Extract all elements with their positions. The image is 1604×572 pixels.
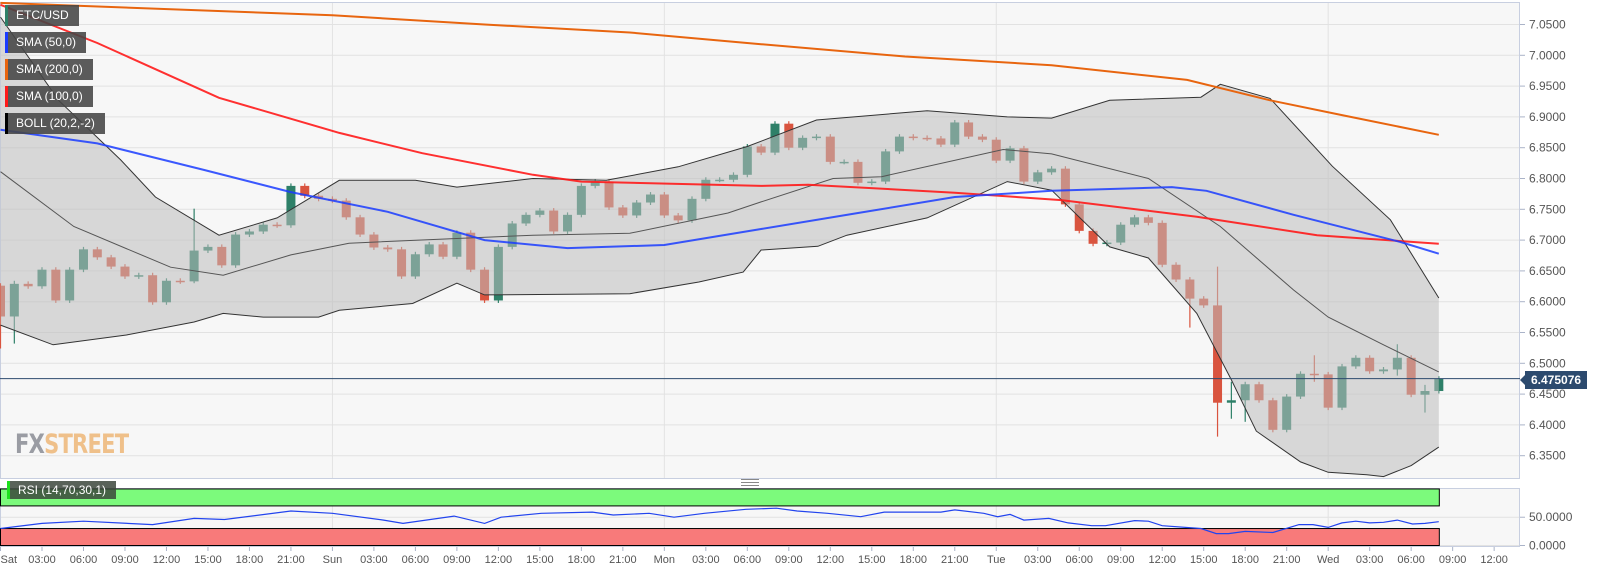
y-tick-label: 6.4000 <box>1529 418 1566 432</box>
legend-label: RSI (14,70,30,1) <box>18 483 107 497</box>
x-tick-label: 18:00 <box>1231 554 1259 566</box>
y-tick-label: 7.0000 <box>1529 48 1566 62</box>
x-tick-label: 09:00 <box>443 554 471 566</box>
rsi-tick-label: 0.0000 <box>1529 539 1566 553</box>
x-tick-label: 09:00 <box>111 554 139 566</box>
x-tick-label: 06:00 <box>734 554 762 566</box>
y-tick-label: 7.0500 <box>1529 18 1566 32</box>
panel-resize-handle[interactable] <box>741 479 759 486</box>
y-tick-label: 6.7500 <box>1529 202 1566 216</box>
sma100-line <box>0 3 1439 245</box>
legend-color-swatch <box>5 32 8 53</box>
x-tick-label: 12:00 <box>153 554 181 566</box>
x-tick-label: 15:00 <box>194 554 222 566</box>
bollinger-lower-line <box>0 181 1440 478</box>
x-tick-label: 21:00 <box>277 554 305 566</box>
legend-rsi[interactable]: RSI (14,70,30,1) <box>7 481 117 499</box>
y-tick-label: 6.5500 <box>1529 326 1566 340</box>
x-tick-label: 18:00 <box>900 554 928 566</box>
legend-color-swatch <box>5 5 8 26</box>
axes: 7.0500 7.0000 6.9500 6.9000 6.8500 6.8000 6.75… <box>0 18 1573 566</box>
candle-down <box>1088 230 1098 244</box>
y-tick-label: 6.6500 <box>1529 264 1566 278</box>
y-tick-label: 6.8500 <box>1529 141 1566 155</box>
current-price-tag: 6.475076 <box>1519 371 1588 389</box>
y-tick-label: 6.5000 <box>1529 356 1566 370</box>
legend-sma200[interactable]: SMA (200,0) <box>5 59 93 80</box>
x-tick-label: 18:00 <box>568 554 596 566</box>
logo-part-fx: FX <box>15 429 45 460</box>
x-tick-label: 09:00 <box>775 554 803 566</box>
rsi-tick-label: 50.0000 <box>1529 510 1573 524</box>
legend-etcusd[interactable]: ETC/USD <box>5 5 79 26</box>
rsi-oversold-zone <box>0 528 1440 546</box>
legend-color-swatch <box>5 86 8 107</box>
y-tick-label: 6.9500 <box>1529 79 1566 93</box>
x-tick-label: 21:00 <box>1273 554 1301 566</box>
y-tick-label: 6.3500 <box>1529 449 1566 463</box>
legend-label: SMA (200,0) <box>16 62 83 76</box>
y-tick-label: 6.4500 <box>1529 387 1566 401</box>
x-tick-label: 15:00 <box>858 554 886 566</box>
x-tick-label: 03:00 <box>1356 554 1384 566</box>
x-tick-label: 21:00 <box>609 554 637 566</box>
bollinger-upper-line <box>0 16 1440 299</box>
rsi-overbought-zone <box>0 488 1440 507</box>
x-tick-label: 06:00 <box>1397 554 1425 566</box>
sma50-line <box>0 128 1440 255</box>
x-tick-label: 06:00 <box>402 554 430 566</box>
bollinger-middle-line <box>0 148 1440 373</box>
legend-label: BOLL (20,2,-2) <box>16 116 95 130</box>
candle-up <box>286 185 296 226</box>
logo-part-street: STREET <box>44 429 129 460</box>
x-tick-label: 09:00 <box>1107 554 1135 566</box>
x-tick-label: Sat <box>1 554 18 566</box>
legend-color-swatch <box>5 59 8 80</box>
sma-lines <box>0 1 1520 380</box>
legend-sma100[interactable]: SMA (100,0) <box>5 86 93 107</box>
legend-color-swatch <box>5 113 8 134</box>
legend-label: SMA (100,0) <box>16 89 83 103</box>
x-tick-label: 09:00 <box>1439 554 1467 566</box>
x-tick-label: Mon <box>654 554 675 566</box>
x-tick-label: 12:00 <box>485 554 513 566</box>
x-tick-label: 03:00 <box>692 554 720 566</box>
x-tick-label: 21:00 <box>941 554 969 566</box>
candle-up <box>1226 400 1236 403</box>
bollinger-bands <box>0 16 1440 478</box>
rsi-indicator <box>0 488 1440 546</box>
x-tick-label: 03:00 <box>1024 554 1052 566</box>
bollinger-fill <box>0 17 1439 477</box>
x-tick-label: 12:00 <box>1480 554 1508 566</box>
x-tick-label: 03:00 <box>28 554 56 566</box>
x-tick-label: 06:00 <box>70 554 98 566</box>
x-tick-label: Wed <box>1317 554 1339 566</box>
x-tick-label: 18:00 <box>236 554 264 566</box>
x-tick-label: Sun <box>323 554 343 566</box>
x-tick-label: 12:00 <box>1148 554 1176 566</box>
x-tick-label: 15:00 <box>1190 554 1218 566</box>
legend-color-swatch <box>7 481 10 499</box>
y-tick-label: 6.6000 <box>1529 295 1566 309</box>
legend-sma50[interactable]: SMA (50,0) <box>5 32 87 53</box>
legend-label: SMA (50,0) <box>16 35 77 49</box>
x-tick-label: Tue <box>987 554 1006 566</box>
y-tick-label: 6.7000 <box>1529 233 1566 247</box>
rsi-line <box>0 507 1439 535</box>
candle-up <box>1434 378 1444 392</box>
x-tick-label: 06:00 <box>1065 554 1093 566</box>
y-tick-label: 6.9000 <box>1529 110 1566 124</box>
legend-boll[interactable]: BOLL (20,2,-2) <box>5 113 105 134</box>
y-tick-label: 6.8000 <box>1529 172 1566 186</box>
x-tick-label: 15:00 <box>526 554 554 566</box>
legend-label: ETC/USD <box>16 8 69 22</box>
sma200-line <box>0 1 1439 136</box>
candle-down <box>300 185 310 196</box>
x-tick-label: 12:00 <box>817 554 845 566</box>
x-tick-label: 03:00 <box>360 554 388 566</box>
fxstreet-logo: FXSTREET <box>15 429 129 460</box>
